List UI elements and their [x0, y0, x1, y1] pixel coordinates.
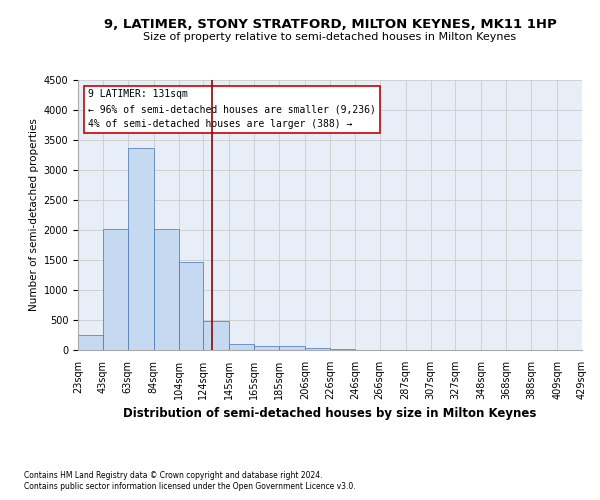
Bar	[128, 148, 154, 350]
Bar	[229, 344, 254, 350]
Text: 9 LATIMER: 131sqm
← 96% of semi-detached houses are smaller (9,236)
4% of semi-d: 9 LATIMER: 131sqm ← 96% of semi-detached…	[88, 90, 376, 129]
Text: Size of property relative to semi-detached houses in Milton Keynes: Size of property relative to semi-detach…	[143, 32, 517, 42]
Bar	[279, 346, 305, 350]
Text: Contains public sector information licensed under the Open Government Licence v3: Contains public sector information licen…	[24, 482, 356, 491]
Bar	[330, 349, 355, 350]
Bar	[305, 348, 330, 350]
Bar	[254, 346, 279, 350]
Bar	[78, 335, 103, 350]
Bar	[103, 229, 128, 350]
Text: Contains HM Land Registry data © Crown copyright and database right 2024.: Contains HM Land Registry data © Crown c…	[24, 471, 323, 480]
Bar	[179, 262, 203, 350]
X-axis label: Distribution of semi-detached houses by size in Milton Keynes: Distribution of semi-detached houses by …	[124, 408, 536, 420]
Bar	[203, 321, 229, 350]
Text: 9, LATIMER, STONY STRATFORD, MILTON KEYNES, MK11 1HP: 9, LATIMER, STONY STRATFORD, MILTON KEYN…	[104, 18, 556, 30]
Y-axis label: Number of semi-detached properties: Number of semi-detached properties	[29, 118, 40, 312]
Bar	[154, 229, 179, 350]
